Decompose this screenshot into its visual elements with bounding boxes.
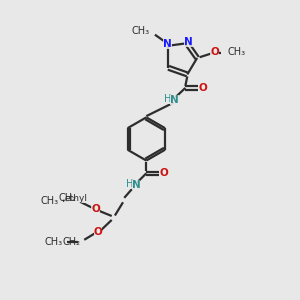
Text: CH₃: CH₃ [131, 26, 149, 37]
Text: CH₃: CH₃ [227, 47, 245, 57]
Text: O: O [210, 47, 219, 57]
Text: O: O [199, 83, 207, 93]
Text: O: O [91, 204, 100, 214]
Text: N: N [132, 180, 140, 190]
Text: CH₂: CH₂ [58, 193, 76, 203]
Text: CH₂: CH₂ [62, 237, 80, 247]
Text: N: N [170, 95, 179, 105]
Text: N: N [163, 39, 172, 49]
Text: H: H [164, 94, 172, 104]
Text: O: O [160, 168, 168, 178]
Text: CH₃: CH₃ [44, 237, 63, 247]
Text: N: N [184, 37, 193, 46]
Text: H: H [126, 179, 133, 189]
Text: CH₃: CH₃ [40, 196, 58, 206]
Text: ethyl: ethyl [64, 194, 87, 202]
Text: O: O [94, 227, 102, 237]
